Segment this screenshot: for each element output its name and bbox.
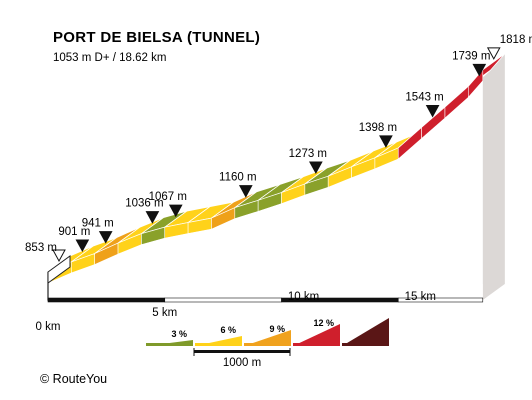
x-tick-label: 5 km (152, 307, 177, 319)
km-scale-band (397, 297, 484, 303)
x-tick-label: 15 km (405, 291, 436, 303)
legend-label: 3 % (171, 329, 187, 339)
legend-swatch-base (244, 343, 291, 346)
legend-label: 9 % (269, 324, 285, 334)
legend-label: 12 % (313, 318, 334, 328)
elevation-label: 901 m (58, 226, 90, 238)
elevation-marker (472, 63, 487, 77)
x-tick-label: 10 km (288, 291, 319, 303)
legend-swatch-base (146, 343, 193, 346)
elevation-label: 1160 m (219, 172, 257, 184)
km-scale-band (164, 297, 282, 303)
x-tick-label: 0 km (36, 321, 61, 333)
elevation-label: 1273 m (289, 148, 327, 160)
elevation-marker (168, 204, 183, 218)
legend-scale-label: 1000 m (223, 357, 261, 369)
elevation-label: 1818 m (500, 34, 532, 46)
elevation-marker (486, 47, 501, 60)
legend-swatch (244, 330, 291, 346)
elevation-label: 853 m (25, 242, 57, 254)
profile-start-cap (47, 255, 71, 284)
profile-front-wall (48, 80, 483, 301)
legend-swatch (293, 324, 340, 346)
elevation-label: 1398 m (359, 122, 397, 134)
elevation-marker (52, 249, 66, 263)
legend-label: 6 % (220, 325, 236, 335)
elevation-label: 1036 m (125, 198, 163, 210)
elevation-marker (75, 239, 90, 252)
legend-scale-bar (194, 350, 290, 353)
chart-subtitle: 1053 m D+ / 18.62 km (53, 52, 166, 64)
chart-title: PORT DE BIELSA (TUNNEL) (53, 29, 260, 46)
legend-swatch (342, 318, 389, 346)
elevation-label: 1739 m (452, 50, 490, 62)
copyright-label: © RouteYou (40, 372, 107, 386)
legend-swatch-base (342, 343, 389, 346)
elevation-label: 1543 m (405, 91, 443, 103)
km-scale-band (47, 297, 166, 303)
elevation-marker (145, 211, 160, 224)
elevation-label: 1067 m (149, 191, 187, 203)
legend-swatch-base (195, 343, 242, 346)
profile-side-wall (482, 53, 505, 300)
elevation-marker (238, 185, 253, 198)
elevation-marker (309, 161, 323, 175)
elevation-label: 941 m (82, 218, 114, 230)
elevation-marker (425, 104, 440, 118)
elevation-marker (379, 135, 393, 148)
gradient-legend: 3 % 6 % 9 % 12 % 1000 m (146, 318, 389, 369)
legend-swatch-base (293, 343, 340, 346)
elevation-marker (98, 231, 113, 244)
